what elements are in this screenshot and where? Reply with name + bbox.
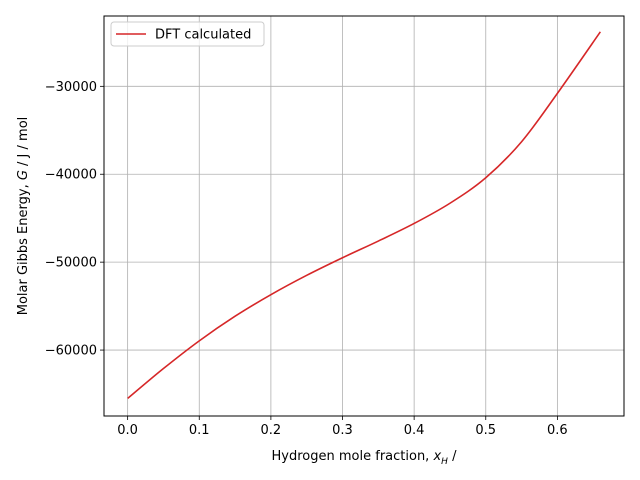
y-axis-label-tail: / J / mol [16, 117, 31, 170]
x-tick-label: 0.3 [332, 423, 353, 438]
y-axis-label-main: Molar Gibbs Energy, [16, 180, 31, 315]
y-axis-label-var: G [16, 170, 31, 180]
x-axis-label: Hydrogen mole fraction, xH / [272, 449, 458, 467]
legend-label: DFT calculated [155, 28, 251, 43]
y-tick-label: −50000 [45, 256, 97, 271]
x-axis-label-tail: / [448, 449, 457, 464]
y-tick-label: −60000 [45, 344, 97, 359]
grid [104, 16, 624, 416]
plot-frame [103, 15, 625, 417]
y-tick-label: −30000 [45, 80, 97, 95]
x-tick-label: 0.4 [404, 423, 425, 438]
series-line [127, 31, 602, 400]
series-layer [127, 31, 602, 400]
legend-box [110, 21, 265, 47]
x-tick-label: 0.5 [475, 423, 496, 438]
x-tick-label: 0.6 [547, 423, 568, 438]
x-tick-label: 0.1 [189, 423, 210, 438]
ticks: 0.0 0.1 0.2 0.3 0.4 0.5 0.6 −60000 −50000 −40000 −… [45, 80, 568, 438]
y-axis-label: Molar Gibbs Energy, G / J / mol [16, 117, 31, 316]
x-axis-label-sub: H [441, 457, 448, 467]
legend: DFT calculated [110, 21, 265, 47]
x-axis-label-main: Hydrogen mole fraction, [272, 449, 434, 464]
x-tick-label: 0.2 [261, 423, 282, 438]
x-tick-label: 0.0 [117, 423, 138, 438]
x-axis-label-var: x [432, 449, 441, 464]
y-tick-label: −40000 [45, 168, 97, 183]
